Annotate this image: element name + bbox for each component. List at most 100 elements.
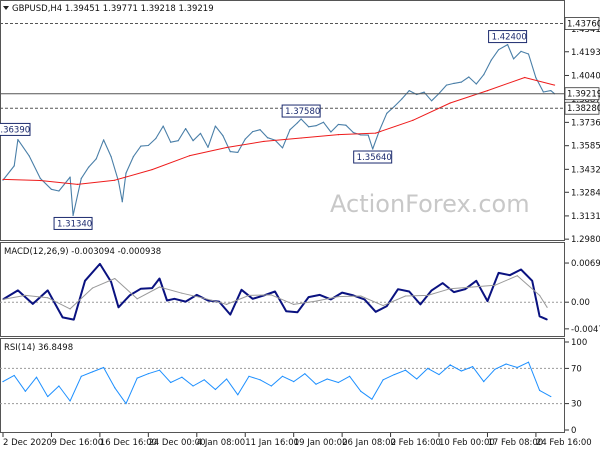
rsi-point: [360, 390, 362, 392]
rsi-line: [2, 361, 552, 405]
macd-point: [486, 300, 489, 302]
moving-average-point: [486, 90, 489, 92]
macd-point: [158, 277, 161, 280]
level-label: 1.39219: [567, 90, 600, 100]
price-point: [527, 53, 530, 55]
price-point: [372, 148, 374, 150]
price-point: [307, 126, 310, 128]
price-point: [13, 165, 15, 167]
price-point: [453, 82, 455, 84]
rsi-point: [214, 388, 217, 391]
annotation-box: [0, 122, 31, 136]
rsi-point: [416, 378, 418, 380]
rsi-point: [460, 370, 462, 372]
moving-average-point: [449, 102, 451, 104]
moving-average-point: [114, 179, 116, 181]
signal-point: [539, 294, 541, 297]
moving-average-point: [524, 76, 526, 79]
rsi-header-text: RSI(14) 36.8498: [4, 343, 73, 353]
price-point: [72, 214, 74, 217]
price-point: [80, 177, 82, 179]
price-point: [386, 112, 388, 114]
price-point: [117, 180, 120, 182]
macd-point: [129, 294, 131, 297]
rsi-point: [203, 379, 205, 381]
x-tick-label: 9 Dec 16:00: [51, 438, 103, 448]
level-label: 1.43760: [567, 20, 600, 30]
annotation-box: [353, 150, 393, 164]
signal-point: [360, 295, 362, 297]
price-point: [498, 49, 500, 51]
y-tick-label: 0.00: [571, 298, 590, 308]
x-tick-label: 4 Jan 08:00: [197, 438, 245, 448]
moving-average-point: [76, 183, 79, 185]
rsi-point: [382, 379, 384, 381]
macd-point: [341, 292, 343, 294]
level-label-box: [564, 17, 600, 30]
rsi-point: [438, 373, 440, 376]
x-tick-label: 24 Dec 00:00: [148, 438, 205, 448]
macd-panel-frame: [0, 242, 565, 337]
signal-point: [293, 303, 295, 306]
x-tick-label: 24 Feb 16:00: [536, 438, 592, 448]
moving-average-point: [39, 179, 41, 182]
y-tick-label: 1.37365: [571, 118, 600, 128]
y-tick-label: 0: [571, 426, 576, 436]
price-point: [162, 125, 164, 127]
macd-point: [252, 298, 254, 300]
signal-point: [181, 292, 183, 294]
dropdown-arrow-icon[interactable]: [3, 6, 9, 10]
price-point: [445, 84, 448, 86]
macd-point: [386, 305, 388, 307]
y-tick-label: 1.31310: [571, 212, 600, 222]
signal-point: [494, 284, 496, 286]
price-point: [103, 139, 105, 141]
macd-point: [307, 296, 310, 298]
macd-point: [531, 280, 533, 282]
price-point: [244, 138, 246, 140]
price-point: [483, 74, 485, 76]
price-point: [155, 137, 157, 140]
moving-average-line: [2, 77, 555, 185]
rsi-point: [114, 387, 116, 389]
price-point: [266, 137, 269, 139]
macd-point: [47, 289, 49, 291]
y-tick-label: 70: [571, 364, 582, 374]
price-point: [542, 91, 544, 93]
price-point: [110, 155, 112, 158]
price-point: [95, 158, 97, 160]
price-point: [490, 59, 492, 61]
moving-average-point: [337, 134, 339, 136]
macd-point: [140, 288, 142, 290]
y-tick-label: 1.32840: [571, 188, 600, 198]
price-point: [393, 105, 395, 108]
rsi-point: [471, 366, 474, 368]
price-point: [360, 134, 362, 136]
rsi-point: [158, 369, 161, 371]
moving-average-point: [2, 178, 4, 181]
annotation-label: 1.35640: [357, 153, 392, 163]
signal-point: [226, 303, 228, 306]
price-point: [17, 138, 19, 141]
rsi-point: [527, 361, 530, 363]
price-point: [207, 146, 209, 148]
rsi-point: [69, 400, 71, 402]
rsi-point: [539, 389, 541, 391]
price-point: [300, 118, 302, 120]
price-point: [252, 130, 254, 133]
macd-point: [546, 319, 548, 321]
signal-point: [136, 298, 138, 300]
price-point: [506, 43, 509, 46]
moving-average-point: [188, 155, 190, 157]
rsi-point: [483, 381, 485, 383]
x-tick-label: 19 Jan 00:00: [294, 438, 348, 448]
signal-point: [382, 304, 384, 307]
annotation-label: 1.42400: [492, 33, 527, 43]
y-tick-label: 1.35855: [571, 142, 600, 152]
price-point: [345, 124, 347, 126]
price-point: [132, 155, 135, 158]
macd-point: [475, 280, 477, 282]
signal-point: [427, 294, 429, 297]
rsi-point: [259, 379, 261, 381]
price-point: [512, 58, 515, 60]
